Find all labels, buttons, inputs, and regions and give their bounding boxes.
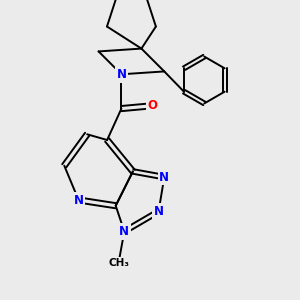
- Text: O: O: [148, 99, 158, 112]
- Text: N: N: [116, 68, 126, 81]
- Text: CH₃: CH₃: [108, 258, 129, 268]
- Text: N: N: [159, 171, 169, 184]
- Text: N: N: [154, 205, 164, 218]
- Text: N: N: [119, 225, 129, 238]
- Text: N: N: [74, 194, 84, 206]
